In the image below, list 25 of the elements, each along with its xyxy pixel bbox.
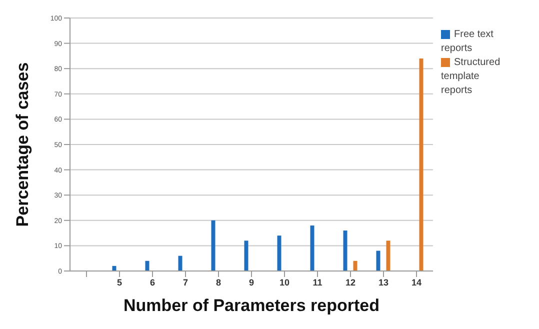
bar xyxy=(277,236,282,271)
legend-label: Free text reports xyxy=(441,29,494,54)
bar xyxy=(310,225,314,271)
x-tick-label: 5 xyxy=(116,277,122,288)
x-tick-label: 9 xyxy=(248,277,254,288)
bar xyxy=(353,260,358,271)
x-axis-title: Number of Parameters reported xyxy=(123,296,380,315)
y-axis-title: Percentage of cases xyxy=(13,62,32,227)
bar xyxy=(376,250,380,271)
x-tick-label: 14 xyxy=(411,277,422,288)
x-tick-label: 6 xyxy=(150,277,156,288)
x-tick-label: 10 xyxy=(279,277,290,288)
x-tick-label: 11 xyxy=(312,277,322,288)
bar xyxy=(211,220,216,271)
legend-label: Structured template reports xyxy=(441,57,500,96)
bar xyxy=(343,230,348,271)
bar xyxy=(386,240,390,271)
x-tick-label: 8 xyxy=(216,277,222,288)
x-tick-label: 13 xyxy=(378,277,389,288)
x-tick-label: 7 xyxy=(182,277,188,288)
x-tick-label: 12 xyxy=(345,277,356,288)
bar xyxy=(145,260,150,271)
bar xyxy=(244,240,248,271)
bar xyxy=(178,256,182,271)
bar xyxy=(419,58,424,271)
